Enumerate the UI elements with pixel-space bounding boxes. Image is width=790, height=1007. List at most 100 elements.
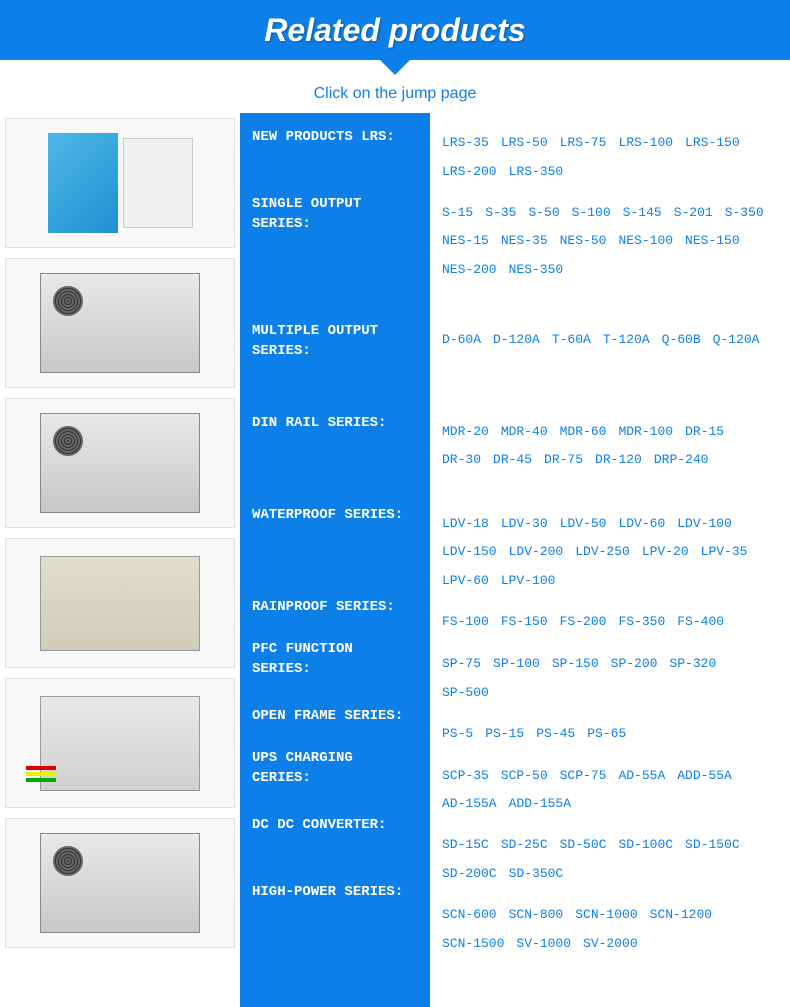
product-link[interactable]: MDR-40	[501, 420, 548, 443]
link-group: SCP-35 SCP-50 SCP-75 AD-55A ADD-55A AD-155A AD…	[442, 761, 778, 819]
product-link[interactable]: LRS-35	[442, 131, 489, 154]
product-link[interactable]: LPV-60	[442, 569, 489, 592]
product-link[interactable]: MDR-60	[560, 420, 607, 443]
product-link[interactable]: DR-120	[595, 448, 642, 471]
product-link[interactable]: AD-155A	[442, 792, 497, 815]
product-link[interactable]: DR-45	[493, 448, 532, 471]
product-link[interactable]: PS-65	[587, 722, 626, 745]
product-link[interactable]: SCN-1500	[442, 932, 504, 955]
product-link[interactable]: SCN-800	[509, 903, 564, 926]
psu-icon	[40, 556, 200, 651]
product-link[interactable]: NES-150	[685, 229, 740, 252]
product-link[interactable]: DR-30	[442, 448, 481, 471]
product-link[interactable]: Q-60B	[662, 328, 701, 351]
product-link[interactable]: MDR-100	[618, 420, 673, 443]
product-image	[5, 538, 235, 668]
product-image	[5, 678, 235, 808]
product-link[interactable]: LRS-50	[501, 131, 548, 154]
product-link[interactable]: S-145	[623, 201, 662, 224]
product-link[interactable]: LDV-100	[677, 512, 732, 535]
product-link[interactable]: LPV-20	[642, 540, 689, 563]
product-link[interactable]: SV-2000	[583, 932, 638, 955]
product-link[interactable]: LDV-18	[442, 512, 489, 535]
product-link[interactable]: PS-45	[536, 722, 575, 745]
product-link[interactable]: NES-35	[501, 229, 548, 252]
product-link[interactable]: LRS-75	[560, 131, 607, 154]
product-link[interactable]: SP-75	[442, 652, 481, 675]
product-link[interactable]: LDV-250	[575, 540, 630, 563]
product-link[interactable]: LDV-150	[442, 540, 497, 563]
product-images-column	[0, 113, 240, 1007]
product-link[interactable]: T-120A	[603, 328, 650, 351]
product-link[interactable]: SP-150	[552, 652, 599, 675]
product-link[interactable]: S-201	[674, 201, 713, 224]
product-link[interactable]: FS-350	[618, 610, 665, 633]
category-label: HIGH-POWER SERIES:	[252, 883, 418, 963]
product-link[interactable]: LRS-100	[618, 131, 673, 154]
product-link[interactable]: S-35	[485, 201, 516, 224]
product-link[interactable]: NES-350	[509, 258, 564, 281]
link-group: SCN-600 SCN-800 SCN-1000 SCN-1200 SCN-1500 SV…	[442, 900, 778, 980]
psu-icon	[40, 833, 200, 933]
product-link[interactable]: T-60A	[552, 328, 591, 351]
product-link[interactable]: S-15	[442, 201, 473, 224]
product-link[interactable]: LDV-30	[501, 512, 548, 535]
product-link[interactable]: LPV-100	[501, 569, 556, 592]
product-link[interactable]: SP-100	[493, 652, 540, 675]
product-link[interactable]: LDV-50	[560, 512, 607, 535]
product-link[interactable]: DRP-240	[654, 448, 709, 471]
product-link[interactable]: SD-150C	[685, 833, 740, 856]
product-link[interactable]: SD-25C	[501, 833, 548, 856]
product-link[interactable]: SCP-35	[442, 764, 489, 787]
product-link[interactable]: LPV-35	[701, 540, 748, 563]
product-link[interactable]: DR-15	[685, 420, 724, 443]
product-image	[5, 398, 235, 528]
product-link[interactable]: SP-200	[611, 652, 658, 675]
link-group: FS-100 FS-150 FS-200 FS-350 FS-400	[442, 607, 778, 637]
product-link[interactable]: D-60A	[442, 328, 481, 351]
product-link[interactable]: FS-200	[560, 610, 607, 633]
product-link[interactable]: AD-55A	[618, 764, 665, 787]
product-link[interactable]: LDV-200	[509, 540, 564, 563]
product-link[interactable]: NES-15	[442, 229, 489, 252]
product-image	[5, 118, 235, 248]
product-link[interactable]: SV-1000	[516, 932, 571, 955]
product-link[interactable]: Q-120A	[713, 328, 760, 351]
product-link[interactable]: SD-200C	[442, 862, 497, 885]
product-link[interactable]: NES-50	[560, 229, 607, 252]
product-link[interactable]: SCP-50	[501, 764, 548, 787]
product-link[interactable]: DR-75	[544, 448, 583, 471]
product-link[interactable]: ADD-155A	[509, 792, 571, 815]
product-link[interactable]: SD-350C	[509, 862, 564, 885]
product-link[interactable]: FS-150	[501, 610, 548, 633]
product-link[interactable]: MDR-20	[442, 420, 489, 443]
product-link[interactable]: PS-15	[485, 722, 524, 745]
product-link[interactable]: SCP-75	[560, 764, 607, 787]
product-link[interactable]: LRS-150	[685, 131, 740, 154]
category-label: WATERPROOF SERIES:	[252, 506, 418, 586]
product-link[interactable]: SD-100C	[618, 833, 673, 856]
product-link[interactable]: LDV-60	[618, 512, 665, 535]
product-link[interactable]: S-100	[572, 201, 611, 224]
product-link[interactable]: SCN-1200	[650, 903, 712, 926]
product-link[interactable]: NES-200	[442, 258, 497, 281]
product-link[interactable]: SP-320	[669, 652, 716, 675]
product-link[interactable]: ADD-55A	[677, 764, 732, 787]
product-link[interactable]: S-350	[725, 201, 764, 224]
product-link[interactable]: FS-400	[677, 610, 724, 633]
product-link[interactable]: LRS-350	[509, 160, 564, 183]
product-image	[5, 818, 235, 948]
product-link[interactable]: SD-15C	[442, 833, 489, 856]
product-link[interactable]: SCN-1000	[575, 903, 637, 926]
product-link[interactable]: LRS-200	[442, 160, 497, 183]
product-link[interactable]: S-50	[528, 201, 559, 224]
product-link[interactable]: SD-50C	[560, 833, 607, 856]
category-label: SINGLE OUTPUT SERIES:	[252, 195, 418, 310]
product-link[interactable]: D-120A	[493, 328, 540, 351]
product-link[interactable]: NES-100	[618, 229, 673, 252]
product-link[interactable]: FS-100	[442, 610, 489, 633]
product-link[interactable]: PS-5	[442, 722, 473, 745]
banner: Related products	[0, 0, 790, 60]
product-link[interactable]: SP-500	[442, 681, 489, 704]
product-link[interactable]: SCN-600	[442, 903, 497, 926]
